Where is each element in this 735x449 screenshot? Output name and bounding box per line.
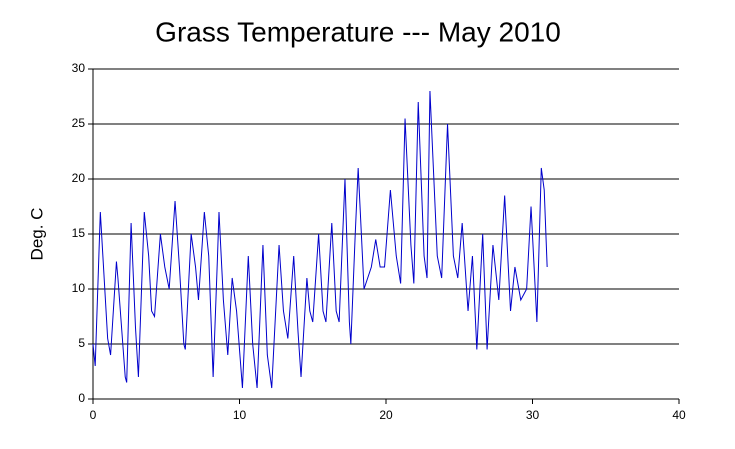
x-tick-label: 20 bbox=[379, 408, 393, 422]
y-tick-label: 30 bbox=[72, 61, 86, 75]
x-tick-label: 30 bbox=[526, 408, 540, 422]
y-tick-label: 5 bbox=[78, 336, 85, 350]
y-tick-label: 0 bbox=[78, 391, 85, 405]
y-tick-label: 10 bbox=[72, 281, 86, 295]
x-tick-label: 40 bbox=[672, 408, 686, 422]
x-tick-label: 10 bbox=[233, 408, 247, 422]
chart-title: Grass Temperature --- May 2010 bbox=[155, 16, 561, 47]
x-tick-label: 0 bbox=[90, 408, 97, 422]
data-line bbox=[92, 90, 548, 389]
y-tick-label: 25 bbox=[72, 116, 86, 130]
y-tick-label: 20 bbox=[72, 171, 86, 185]
y-tick-label: 15 bbox=[72, 226, 86, 240]
y-axis-title: Deg. C bbox=[27, 208, 46, 261]
